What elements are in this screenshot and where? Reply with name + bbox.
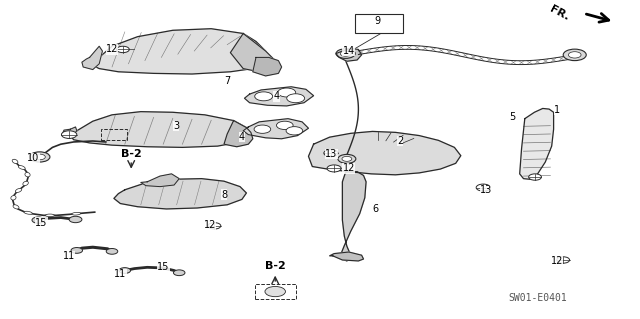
Polygon shape [70,112,250,147]
Ellipse shape [15,189,22,192]
Circle shape [173,270,185,276]
Polygon shape [520,108,554,179]
Circle shape [208,223,221,229]
Circle shape [336,49,355,58]
Text: SW01-E0401: SW01-E0401 [508,293,567,303]
Ellipse shape [12,159,18,164]
Polygon shape [114,179,246,209]
Text: 6: 6 [372,204,379,214]
Circle shape [29,152,50,162]
Polygon shape [82,46,102,70]
Text: 12: 12 [204,220,216,230]
Ellipse shape [45,214,54,217]
Circle shape [276,121,293,130]
Text: 14: 14 [342,46,355,56]
Text: 4: 4 [273,91,280,101]
Ellipse shape [19,166,25,169]
Polygon shape [330,252,364,261]
Polygon shape [340,172,366,261]
Polygon shape [243,119,308,139]
Text: 15: 15 [35,218,48,228]
Circle shape [119,268,131,273]
Circle shape [557,257,570,263]
Circle shape [529,174,541,180]
Text: 12: 12 [550,256,563,266]
Text: B-2: B-2 [121,149,141,159]
Circle shape [116,46,129,53]
Ellipse shape [11,196,16,200]
Polygon shape [224,121,253,147]
Text: 13: 13 [480,185,493,195]
Text: B-2: B-2 [265,261,285,271]
Polygon shape [308,131,461,175]
Text: 11: 11 [63,251,76,261]
Circle shape [265,286,285,297]
Bar [255,284,296,299]
Text: 15: 15 [157,262,170,272]
Text: 1: 1 [554,105,560,115]
Bar [355,14,403,33]
Circle shape [71,248,83,253]
Text: 8: 8 [221,189,227,200]
Polygon shape [63,127,77,136]
Text: 7: 7 [224,76,230,86]
Text: 13: 13 [325,149,338,159]
Text: 10: 10 [27,153,40,163]
Text: 12: 12 [342,163,355,174]
Circle shape [255,92,273,101]
Circle shape [286,127,303,135]
Circle shape [32,217,45,223]
Circle shape [254,125,271,133]
Circle shape [327,165,341,172]
Text: 3: 3 [173,121,179,131]
Polygon shape [90,29,266,74]
Text: 12: 12 [106,44,118,55]
Ellipse shape [25,173,30,177]
Polygon shape [230,33,275,72]
Text: 4: 4 [239,132,245,142]
Ellipse shape [13,205,19,209]
Circle shape [278,88,296,97]
Text: 9: 9 [374,16,381,26]
Circle shape [342,156,352,161]
Bar [101,129,127,140]
Circle shape [338,154,356,163]
Text: 2: 2 [397,136,403,146]
Circle shape [568,52,581,58]
Circle shape [69,216,82,223]
Circle shape [324,150,338,157]
Polygon shape [253,57,282,76]
Polygon shape [336,48,362,61]
Circle shape [61,131,77,138]
Circle shape [34,154,45,160]
Text: 11: 11 [114,269,127,279]
Circle shape [340,51,351,56]
Text: 5: 5 [509,112,515,122]
Circle shape [563,49,586,61]
Ellipse shape [24,211,33,214]
Text: FR.: FR. [548,4,571,23]
Polygon shape [141,174,179,187]
Ellipse shape [23,181,28,186]
Circle shape [287,94,305,103]
Polygon shape [244,87,314,106]
Circle shape [106,249,118,254]
Circle shape [476,184,490,191]
Ellipse shape [72,212,81,215]
